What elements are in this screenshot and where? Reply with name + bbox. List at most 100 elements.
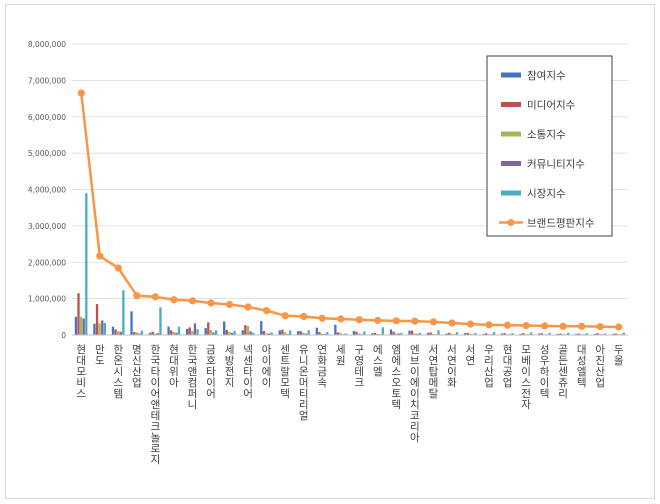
bar-소통지수 <box>228 332 231 335</box>
bar-커뮤니티지수 <box>138 333 141 335</box>
bar-커뮤니티지수 <box>230 332 234 335</box>
bar-소통지수 <box>246 325 250 335</box>
legend-swatch <box>501 161 521 166</box>
bar-시장지수 <box>196 329 199 335</box>
y-axis-ticks: 0 1,000,000 2,000,000 3,000,000 4,000,000 5,0… <box>28 40 66 340</box>
bar-참여지수 <box>297 330 300 335</box>
bar-소통지수 <box>172 332 175 335</box>
bar-소통지수 <box>265 333 268 335</box>
bar-참여지수 <box>223 321 226 335</box>
legend-label: 브랜드평판지수 <box>527 218 595 230</box>
line-point <box>281 312 289 320</box>
bar-미디어지수 <box>522 333 525 335</box>
bar-미디어지수 <box>262 330 265 335</box>
bar-참여지수 <box>334 324 337 335</box>
bar-시장지수 <box>400 332 403 335</box>
bar-소통지수 <box>191 330 194 335</box>
bar-소통지수 <box>339 332 342 335</box>
line-point <box>485 321 493 329</box>
bar-참여지수 <box>278 330 281 335</box>
bar-미디어지수 <box>114 329 117 335</box>
bar-미디어지수 <box>188 327 191 335</box>
bar-커뮤니티지수 <box>101 320 104 335</box>
bar-미디어지수 <box>244 325 247 335</box>
bar-커뮤니티지수 <box>416 333 419 335</box>
line-point <box>263 307 271 315</box>
line-point <box>151 293 159 301</box>
line-point <box>207 299 215 307</box>
legend-label: 커뮤니티지수 <box>527 159 585 171</box>
bar-시장지수 <box>585 333 588 335</box>
x-axis-category-labels: 현 대 모 비 스 만 도 한 온 시 스 템 명 신 산 업 한 국 타 이 어 앤 테 크 놀 로 지 현 대 위 아 한 국 앤 컴 퍼 니 금 호 타… <box>76 344 623 466</box>
bar-미디어지수 <box>503 333 506 335</box>
bar-참여지수 <box>130 311 133 335</box>
bar-미디어지수 <box>485 333 488 335</box>
bar-시장지수 <box>140 330 144 335</box>
bar-참여지수 <box>519 333 522 335</box>
bar-시장지수 <box>233 330 236 335</box>
bar-시장지수 <box>177 326 181 335</box>
bar-시장지수 <box>363 331 366 335</box>
line-point <box>429 318 437 326</box>
bar-시장지수 <box>251 332 255 335</box>
bar-시장지수 <box>270 332 273 335</box>
bar-참여지수 <box>204 328 207 335</box>
line-point <box>596 323 604 331</box>
bar-시장지수 <box>455 332 459 335</box>
bar-소통지수 <box>357 333 361 335</box>
bar-소통지수 <box>450 333 453 335</box>
y-tick-label: 3,000,000 <box>28 222 66 231</box>
legend-swatch <box>501 190 521 196</box>
line-point <box>133 292 141 300</box>
bar-커뮤니티지수 <box>267 333 271 335</box>
bar-소통지수 <box>79 316 83 335</box>
bar-참여지수 <box>93 323 96 335</box>
bar-미디어지수 <box>299 331 303 335</box>
bar-참여지수 <box>556 333 559 335</box>
line-point <box>244 303 252 311</box>
bar-미디어지수 <box>559 333 562 335</box>
bar-커뮤니티지수 <box>212 332 215 335</box>
legend-label: 미디어지수 <box>527 100 576 112</box>
legend-label: 참여지수 <box>527 70 566 82</box>
bar-참여지수 <box>445 333 448 335</box>
bar-커뮤니티지수 <box>249 331 252 335</box>
bar-참여지수 <box>148 332 152 335</box>
line-point <box>541 322 549 330</box>
bar-커뮤니티지수 <box>156 333 159 335</box>
bar-커뮤니티지수 <box>175 332 178 335</box>
line-point <box>96 252 104 260</box>
legend-swatch <box>501 72 521 78</box>
bar-커뮤니티지수 <box>193 323 197 335</box>
bar-시장지수 <box>289 330 292 335</box>
bar-소통지수 <box>135 332 138 335</box>
y-tick-label: 6,000,000 <box>28 113 66 122</box>
bar-미디어지수 <box>429 332 432 335</box>
line-point <box>300 312 308 321</box>
line-point <box>522 321 530 330</box>
bar-미디어지수 <box>281 329 284 335</box>
bar-참여지수 <box>463 333 467 335</box>
legend-box <box>486 55 613 237</box>
line-point <box>411 317 419 325</box>
y-tick-label: 1,000,000 <box>28 295 66 304</box>
line-point <box>448 319 456 327</box>
